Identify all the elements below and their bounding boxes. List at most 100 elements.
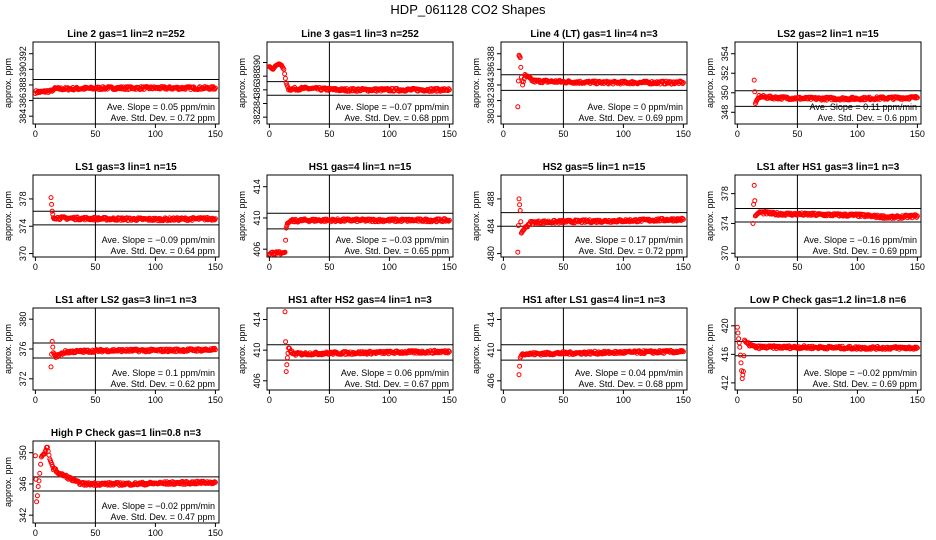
plot-frame [32,440,220,524]
data-point [41,451,47,457]
y-tick-label: 386 [486,62,496,77]
x-tick-label: 100 [850,395,865,405]
data-point [282,249,288,255]
y-tick-label: 378 [720,186,730,201]
panel-title: High P Check gas=1 lin=0.8 n=3 [51,428,202,439]
data-point [520,82,526,88]
x-tick-label: 100 [850,262,865,272]
x-tick-label: 100 [382,129,397,139]
y-axis-label: approx. ppm [705,58,715,108]
y-tick-label: 414 [486,312,496,327]
data-point [680,216,686,221]
data-point [282,75,288,81]
x-tick-label: 0 [501,395,506,405]
data-point [520,79,526,85]
data-point [48,364,54,370]
stddev-text: Ave. Std. Dev. = 0.68 ppm [345,113,449,123]
data-series [266,61,452,94]
slope-text: Ave. Slope = 0.05 ppm/min [107,102,215,112]
y-tick-label: 416 [720,347,730,362]
data-point [516,372,522,378]
plot-panel: Line 4 (LT) gas=1 lin=4 n=30 50 100 1503803… [471,29,691,139]
x-tick-label: 100 [616,262,631,272]
x-tick-label: 50 [558,129,568,139]
panel-title: LS1 after HS1 gas=3 lin=1 n=3 [757,162,900,173]
stddev-text: Ave. Std. Dev. = 0.67 ppm [345,379,449,389]
data-point [282,309,288,315]
y-tick-label: 414 [252,179,262,194]
data-point [50,211,56,217]
x-tick-label: 50 [90,395,100,405]
data-point [46,452,52,458]
x-tick-label: 150 [442,262,457,272]
data-point [680,348,686,354]
y-axis-label: approx. ppm [237,191,247,241]
x-tick-label: 0 [33,129,38,139]
x-tick-label: 50 [558,395,568,405]
data-point [738,360,744,366]
plot-panel: LS1 after LS2 gas=3 lin=1 n=3 0 50 100 150 37… [3,295,223,405]
y-axis-label: approx. ppm [237,324,247,374]
data-point [284,362,290,368]
plot-frame [32,174,220,258]
x-tick-label: 50 [90,129,100,139]
y-axis-label: approx. ppm [471,58,481,108]
data-point [517,202,523,208]
data-point [281,66,287,72]
x-tick-label: 50 [324,395,334,405]
y-tick-label: 384 [486,77,496,92]
y-tick-label: 352 [720,66,730,81]
data-series [750,182,920,226]
panel-title: LS1 after LS2 gas=3 lin=1 n=3 [55,295,197,306]
x-tick-label: 50 [792,395,802,405]
stddev-text: Ave. Std. Dev. = 0.69 ppm [579,113,683,123]
x-tick-label: 0 [501,129,506,139]
data-point [446,217,452,223]
data-point [751,77,757,83]
plot-frame [734,174,922,258]
data-point [49,339,55,344]
slope-text: Ave. Slope = 0.06 ppm/min [341,368,449,378]
x-tick-label: 50 [324,262,334,272]
y-tick-label: 348 [720,105,730,120]
y-tick-label: 386 [252,82,262,97]
plot-panel: HS1 after LS1 gas=4 lin=1 n=3 0 50 100 150 40… [471,295,691,405]
data-point [515,104,521,110]
data-point [36,478,42,484]
data-point [734,324,740,330]
data-point [282,71,288,77]
slope-text: Ave. Slope = 0.17 ppm/min [575,235,683,245]
stddev-text: Ave. Std. Dev. = 0.68 ppm [579,379,683,389]
panel-title: Low P Check gas=1.2 lin=1.8 n=6 [750,295,907,306]
data-point [750,221,756,226]
y-tick-label: 392 [18,46,28,61]
slope-text: Ave. Slope = 0.11 ppm/min [810,102,917,112]
data-point [34,493,40,499]
x-tick-label: 0 [267,262,272,272]
panel-title: Line 2 gas=1 lin=2 n=252 [67,29,185,40]
plot-panel: LS1 gas=3 lin=1 n=15 0 50 100 150 370 374 378 ap… [3,162,223,272]
plot-frame [734,41,922,125]
plot-panel: LS2 gas=2 lin=1 n=15 0 50 100 150 348 350 352 35… [705,29,925,139]
y-tick-label: 370 [18,246,28,261]
x-tick-label: 150 [442,395,457,405]
x-tick-label: 100 [148,395,163,405]
stddev-text: Ave. Std. Dev. = 0.72 ppm [579,246,683,256]
data-point [212,347,218,353]
plot-frame [266,307,454,391]
stddev-text: Ave. Std. Dev. = 0.69 ppm [813,246,917,256]
data-point [446,218,452,224]
y-tick-label: 372 [18,371,28,386]
data-point [283,339,289,345]
x-tick-label: 150 [208,129,223,139]
slope-text: Ave. Slope = 0 ppm/min [587,102,683,112]
plot-frame [266,41,454,125]
x-tick-label: 150 [676,129,691,139]
data-series [516,347,686,378]
plot-panel: High P Check gas=1 lin=0.8 n=3 0 50 100 150 3… [3,428,223,538]
x-tick-label: 0 [33,395,38,405]
